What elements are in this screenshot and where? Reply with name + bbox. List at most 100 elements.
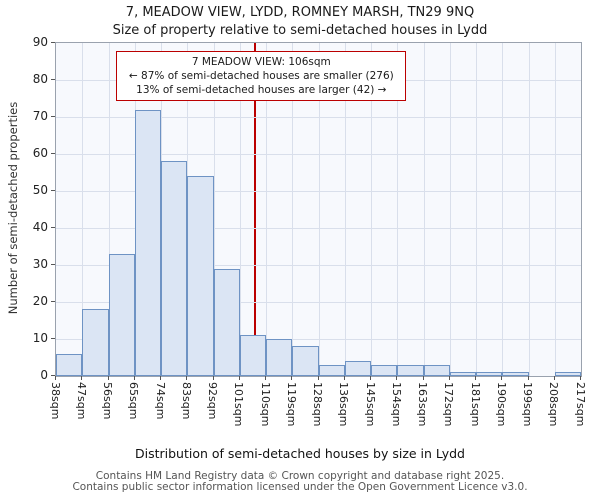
- footer-attribution-line1: Contains HM Land Registry data © Crown c…: [95, 470, 505, 482]
- x-tick-mark: [81, 376, 83, 380]
- bar: [134, 109, 161, 376]
- bar: [292, 346, 319, 376]
- gridline-v: [292, 43, 294, 376]
- y-tick-mark: [51, 42, 55, 43]
- x-tick-mark: [527, 376, 529, 380]
- bar: [56, 353, 83, 376]
- gridline-v: [502, 43, 504, 376]
- x-tick-mark: [291, 376, 293, 380]
- bar: [161, 161, 188, 376]
- x-tick-label: 208sqm: [547, 382, 561, 427]
- gridline-v: [82, 43, 84, 376]
- x-tick-label: 110sqm: [258, 382, 272, 427]
- annotation-line2: ← 87% of semi-detached houses are smalle…: [128, 70, 394, 82]
- x-tick-mark: [212, 376, 214, 380]
- x-tick-mark: [370, 376, 371, 380]
- x-tick-label: 83sqm: [179, 382, 193, 420]
- x-tick-label: 119sqm: [284, 382, 298, 427]
- x-tick-label: 101sqm: [232, 382, 246, 427]
- gridline-v: [318, 43, 320, 376]
- gridline-v: [554, 43, 556, 376]
- x-tick-label: 38sqm: [48, 382, 62, 420]
- gridline-v: [371, 43, 372, 376]
- gridline-v: [266, 43, 267, 376]
- x-tick-label: 154sqm: [389, 382, 403, 427]
- gridline-v: [423, 43, 425, 376]
- x-tick-label: 190sqm: [494, 382, 508, 427]
- x-tick-mark: [448, 376, 450, 380]
- x-tick-mark: [107, 376, 109, 380]
- x-tick-label: 199sqm: [521, 382, 534, 427]
- y-tick-mark: [51, 190, 55, 191]
- y-tick-mark: [51, 116, 55, 117]
- bar: [554, 372, 581, 376]
- x-tick-label: 74sqm: [153, 382, 167, 420]
- x-tick-mark: [160, 376, 161, 380]
- x-tick-label: 172sqm: [442, 382, 456, 427]
- y-tick-label: 70: [32, 109, 48, 123]
- x-tick-label: 65sqm: [127, 382, 141, 420]
- x-tick-mark: [580, 376, 581, 380]
- bar: [213, 268, 240, 376]
- x-tick-label: 47sqm: [74, 382, 88, 420]
- y-tick-label: 50: [32, 183, 48, 197]
- y-tick-mark: [51, 264, 55, 265]
- x-tick-mark: [422, 376, 424, 380]
- y-tick-label: 40: [32, 220, 48, 234]
- x-tick-label: 128sqm: [311, 382, 324, 427]
- gridline-v: [476, 43, 477, 376]
- y-tick-label: 60: [32, 146, 48, 160]
- x-tick-mark: [343, 376, 345, 380]
- x-tick-label: 163sqm: [416, 382, 429, 427]
- x-tick-label: 145sqm: [363, 382, 377, 427]
- y-axis-label: Number of semi-detached properties: [6, 101, 20, 315]
- marker-line: [254, 43, 256, 376]
- bar: [423, 364, 450, 376]
- y-tick-mark: [51, 301, 55, 302]
- footer-attribution-line2: Contains public sector information licen…: [72, 481, 528, 493]
- annotation-line3: 13% of semi-detached houses are larger (…: [136, 84, 387, 96]
- bar: [108, 253, 135, 376]
- bar: [318, 364, 345, 376]
- gridline-v: [528, 43, 530, 376]
- gridline-v: [108, 43, 110, 376]
- x-tick-mark: [238, 376, 240, 380]
- x-tick-label: 181sqm: [468, 382, 482, 427]
- plot-area: 7 MEADOW VIEW: 106sqm ← 87% of semi-deta…: [55, 42, 582, 377]
- x-tick-mark: [55, 376, 56, 380]
- annotation-line1: 7 MEADOW VIEW: 106sqm: [191, 56, 331, 68]
- y-tick-label: 90: [32, 35, 48, 49]
- y-tick-label: 20: [32, 294, 48, 308]
- x-tick-mark: [133, 376, 135, 380]
- x-tick-mark: [553, 376, 555, 380]
- bar: [371, 364, 398, 376]
- gridline-v: [449, 43, 451, 376]
- x-axis-label: Distribution of semi-detached houses by …: [134, 446, 465, 461]
- x-tick-mark: [475, 376, 476, 380]
- bar: [187, 176, 214, 376]
- gridline-v: [213, 43, 215, 376]
- bar: [266, 339, 293, 376]
- x-tick-mark: [265, 376, 266, 380]
- x-tick-label: 92sqm: [206, 382, 219, 420]
- bar: [449, 372, 476, 376]
- y-tick-mark: [51, 227, 55, 228]
- y-tick-mark: [51, 79, 55, 80]
- y-tick-mark: [51, 375, 55, 376]
- gridline-v: [397, 43, 399, 376]
- y-tick-label: 80: [32, 72, 48, 86]
- y-tick-label: 0: [40, 368, 48, 382]
- bar: [476, 372, 503, 376]
- bar: [502, 372, 529, 376]
- chart-subtitle: Size of property relative to semi-detach…: [112, 23, 488, 38]
- y-tick-label: 30: [32, 257, 48, 271]
- x-tick-label: 136sqm: [337, 382, 351, 427]
- y-tick-label: 10: [32, 331, 48, 345]
- x-tick-label: 217sqm: [573, 382, 587, 427]
- x-tick-mark: [501, 376, 503, 380]
- x-tick-mark: [396, 376, 398, 380]
- annotation-box: 7 MEADOW VIEW: 106sqm ← 87% of semi-deta…: [116, 51, 407, 101]
- x-tick-mark: [186, 376, 188, 380]
- x-tick-label: 56sqm: [101, 382, 114, 420]
- y-tick-mark: [51, 338, 55, 339]
